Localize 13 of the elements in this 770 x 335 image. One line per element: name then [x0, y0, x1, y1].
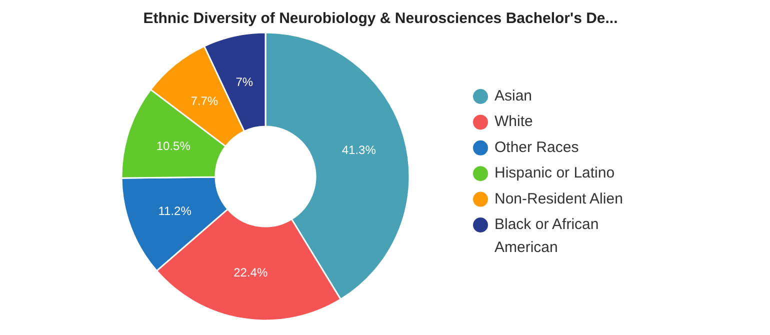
- legend-label: White: [494, 113, 533, 130]
- data-label: 22.4%: [234, 265, 268, 280]
- legend-label: Other Races: [494, 138, 579, 156]
- chart-title: Ethnic Diversity of Neurobiology & Neurosciences Bachelor's De...: [143, 10, 618, 27]
- data-label: 7%: [236, 74, 254, 89]
- data-label: 11.2%: [158, 204, 192, 218]
- legend-label: Asian: [494, 88, 532, 104]
- data-label: 7.7%: [190, 94, 218, 108]
- data-label: 10.5%: [156, 139, 191, 154]
- data-label: 41.3%: [342, 143, 376, 158]
- legend-label: Non-Resident Alien: [494, 190, 623, 208]
- legend-label: Hispanic or Latino: [494, 164, 615, 182]
- legend-label: Black or African American: [494, 216, 599, 256]
